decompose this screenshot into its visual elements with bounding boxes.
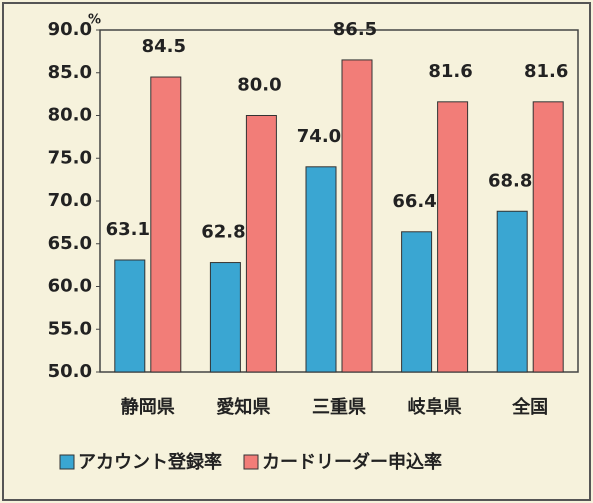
y-tick-label: 50.0 [48, 361, 92, 382]
x-tick-label: 岐阜県 [408, 396, 462, 418]
y-tick-label: 85.0 [48, 62, 92, 83]
bar [305, 166, 337, 373]
x-tick-label: 静岡県 [121, 396, 175, 418]
y-tick-label: 75.0 [48, 147, 92, 168]
value-label: 63.1 [106, 219, 150, 240]
x-tick-label: 三重県 [312, 396, 366, 418]
bar [209, 262, 241, 373]
value-label: 81.6 [524, 61, 568, 82]
value-label: 62.8 [201, 222, 245, 243]
value-label: 84.5 [142, 36, 186, 57]
legend-swatch [243, 454, 259, 470]
value-label: 66.4 [392, 191, 436, 212]
bar [401, 231, 433, 373]
value-label: 68.8 [488, 170, 532, 191]
y-tick-label: 55.0 [48, 318, 92, 339]
y-tick-label: 60.0 [48, 276, 92, 297]
bar [437, 101, 469, 373]
bar [532, 101, 564, 373]
bar [114, 259, 146, 373]
value-label: 86.5 [333, 19, 377, 40]
y-tick-label: 70.0 [48, 190, 92, 211]
legend-swatch [59, 454, 75, 470]
bar [150, 76, 182, 373]
x-tick-label: 愛知県 [216, 396, 270, 418]
legend-label: アカウント登録率 [78, 451, 222, 473]
bar [496, 210, 528, 373]
legend-label: カードリーダー申込率 [262, 451, 442, 473]
value-label: 74.0 [297, 126, 341, 147]
bar [245, 115, 277, 373]
y-unit: % [88, 13, 101, 28]
y-tick-label: 80.0 [48, 105, 92, 126]
x-tick-label: 全国 [511, 396, 548, 418]
value-label: 80.0 [237, 75, 281, 96]
y-tick-label: 65.0 [48, 233, 92, 254]
value-label: 81.6 [428, 61, 472, 82]
bar [341, 59, 373, 373]
y-tick-label: 90.0 [48, 19, 92, 40]
